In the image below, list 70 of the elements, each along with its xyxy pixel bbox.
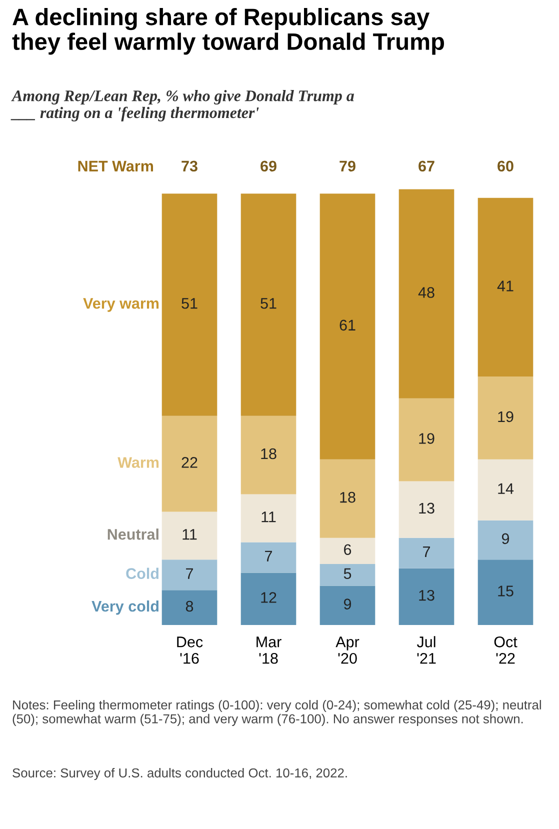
bar [162, 590, 218, 625]
data-label: 8 [186, 600, 194, 612]
text: NET Warm [78, 160, 153, 172]
data-label: 11 [182, 529, 197, 540]
x-tick-label: Oct '22 [494, 636, 518, 664]
data-label: 22 [182, 457, 198, 468]
data-label: 19 [419, 433, 434, 444]
text: 60 [498, 160, 514, 172]
data-label: 19 [498, 411, 514, 422]
chart-title: A declining share of Republicans say they feel warmly toward Donald Trump [12, 8, 444, 55]
data-label: 7 [265, 550, 272, 562]
source-note: Source: Survey of U.S. adults conducted Oct. 10-16, 2022. [12, 768, 347, 780]
bar [398, 538, 454, 568]
text: Notes: Feeling thermometer ratings (0-100): very cold (0-24); somewhat cold (25-49); neutral (50); somewhat warm (51-75); and very warm (76-100). No answer responses not shown. [12, 700, 541, 726]
data-label: 9 [502, 533, 510, 544]
bar [478, 459, 534, 520]
data-label: 41 [497, 280, 514, 292]
series-label: Very cold [92, 600, 158, 615]
data-label: 15 [498, 586, 514, 596]
data-label: 61 [340, 320, 356, 331]
data-label: 18 [261, 448, 276, 460]
bar [478, 198, 534, 377]
data-label: 51 [182, 298, 198, 309]
x-tick-label: Dec '16 [177, 636, 203, 664]
text: 69 [260, 160, 276, 172]
x-tick-label: Jul '21 [416, 636, 436, 664]
data-label: 5 [344, 568, 352, 579]
bar [398, 481, 454, 538]
bar [320, 538, 376, 564]
bar [240, 194, 296, 416]
bar [398, 189, 454, 398]
bar [478, 520, 534, 560]
x-tick-label: Apr '20 [336, 636, 360, 664]
bar [478, 560, 534, 625]
data-label: 48 [418, 287, 434, 298]
data-label: 13 [419, 590, 434, 601]
bar [162, 416, 218, 512]
data-label: 7 [186, 568, 193, 579]
bar [240, 494, 296, 542]
bar [320, 564, 376, 586]
bar [240, 542, 296, 573]
bar [162, 512, 218, 560]
chart-subtitle: Among Rep/Lean Rep, % who give Donald Trump a ___ rating on a 'feeling thermometer' [10, 90, 354, 122]
data-label: 14 [498, 483, 514, 494]
x-tick-label: Mar '18 [256, 636, 282, 664]
data-label: 6 [344, 544, 352, 556]
bar [162, 194, 218, 416]
text: 67 [418, 160, 434, 172]
data-label: 9 [344, 598, 352, 610]
series-label: Very warm [83, 298, 159, 312]
bar [240, 572, 296, 625]
text: 79 [340, 160, 356, 172]
bar [478, 376, 534, 460]
bar [162, 560, 218, 590]
series-label: Neutral [108, 528, 158, 540]
series-label: Cold [126, 568, 158, 579]
bar [320, 459, 376, 538]
bar [240, 416, 296, 494]
series-label: Warm [118, 457, 159, 468]
data-label: 18 [340, 492, 356, 503]
data-label: 51 [260, 298, 276, 309]
bar [320, 194, 376, 460]
data-label: 13 [419, 502, 434, 514]
data-label: 7 [423, 546, 430, 558]
data-label: 12 [261, 592, 276, 603]
text: 73 [182, 160, 198, 172]
data-label: 11 [262, 512, 276, 522]
bar [320, 586, 376, 625]
bar [398, 398, 454, 482]
bar [398, 568, 454, 625]
